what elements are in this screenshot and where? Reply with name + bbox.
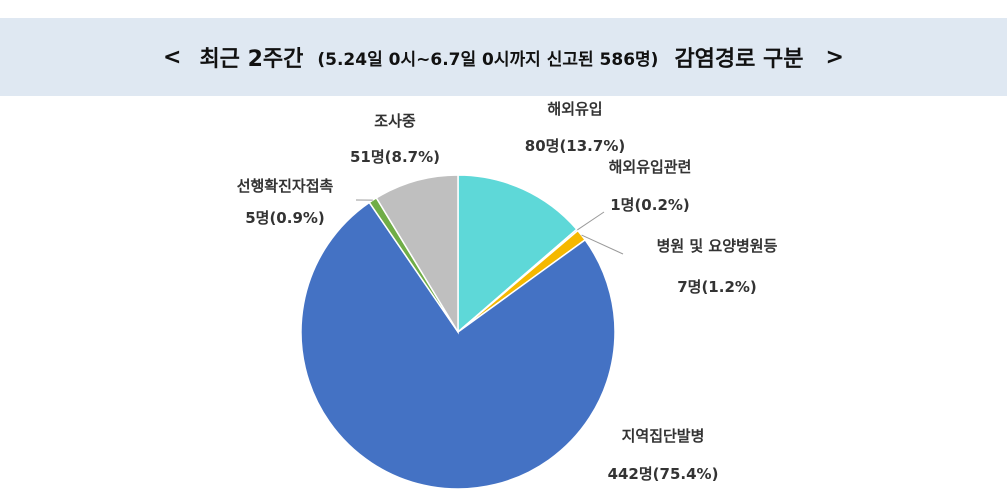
- slice-value-0: 80명(13.7%): [525, 137, 625, 155]
- slice-value-1: 1명(0.2%): [610, 196, 690, 214]
- slice-label-4: 선행확진자접촉: [237, 177, 334, 195]
- slice-value-5: 51명(8.7%): [350, 148, 440, 166]
- title-tail: 감염경로 구분: [674, 41, 803, 73]
- pie-chart: 해외유입 80명(13.7%) 해외유입관련 1명(0.2%) 병원 및 요양병원등 7명…: [0, 96, 1007, 498]
- leader-line-1: [577, 212, 604, 230]
- slice-label-1: 해외유입관련: [609, 158, 692, 176]
- title-left-bracket: <: [163, 45, 181, 70]
- pie-chart-area: 해외유입 80명(13.7%) 해외유입관련 1명(0.2%) 병원 및 요양병원등 7명…: [0, 96, 1007, 498]
- chart-title: < 최근 2주간 (5.24일 0시~6.7일 0시까지 신고된 586명) 감…: [0, 18, 1007, 96]
- title-right-bracket: >: [826, 45, 844, 70]
- slice-value-2: 7명(1.2%): [677, 278, 757, 296]
- slice-value-4: 5명(0.9%): [245, 209, 325, 227]
- title-sub: (5.24일 0시~6.7일 0시까지 신고된 586명): [317, 45, 658, 70]
- slice-label-0: 해외유입: [547, 100, 602, 118]
- slice-label-5: 조사중: [374, 112, 416, 130]
- slice-label-2: 병원 및 요양병원등: [657, 237, 778, 255]
- title-main: 최근 2주간: [199, 41, 303, 73]
- slice-value-3: 442명(75.4%): [608, 465, 719, 483]
- slice-label-3: 지역집단발병: [622, 427, 705, 445]
